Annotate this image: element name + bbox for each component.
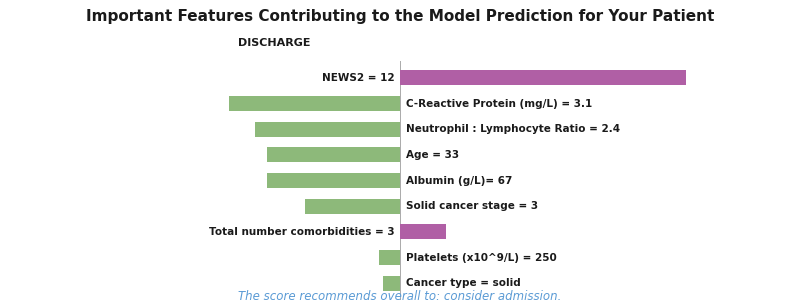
Bar	[255, 122, 400, 137]
Bar	[266, 173, 400, 188]
Text: Important Features Contributing to the Model Prediction for Your Patient: Important Features Contributing to the M…	[86, 9, 714, 24]
Text: ADMISSION: ADMISSION	[458, 38, 529, 48]
Text: Cancer type = solid: Cancer type = solid	[406, 278, 521, 288]
Bar	[379, 250, 400, 265]
Bar	[266, 147, 400, 162]
Text: Total number comorbidities = 3: Total number comorbidities = 3	[209, 227, 394, 237]
Text: The score recommends overall to: consider admission.: The score recommends overall to: conside…	[238, 290, 562, 303]
Text: Albumin (g/L)= 67: Albumin (g/L)= 67	[406, 176, 512, 185]
Text: Platelets (x10^9/L) = 250: Platelets (x10^9/L) = 250	[406, 252, 557, 263]
Text: Age = 33: Age = 33	[406, 150, 459, 160]
Text: Neutrophil : Lymphocyte Ratio = 2.4: Neutrophil : Lymphocyte Ratio = 2.4	[406, 124, 620, 134]
FancyArrow shape	[171, 27, 400, 60]
Text: C-Reactive Protein (mg/L) = 3.1: C-Reactive Protein (mg/L) = 3.1	[406, 99, 592, 109]
Text: DISCHARGE: DISCHARGE	[238, 38, 310, 48]
Bar	[229, 96, 400, 111]
Text: Solid cancer stage = 3: Solid cancer stage = 3	[406, 201, 538, 211]
Text: NEWS2 = 12: NEWS2 = 12	[322, 73, 394, 83]
Bar	[305, 199, 400, 214]
Bar	[400, 224, 446, 239]
Bar	[383, 276, 400, 291]
FancyArrow shape	[400, 27, 610, 60]
Bar	[400, 70, 686, 85]
